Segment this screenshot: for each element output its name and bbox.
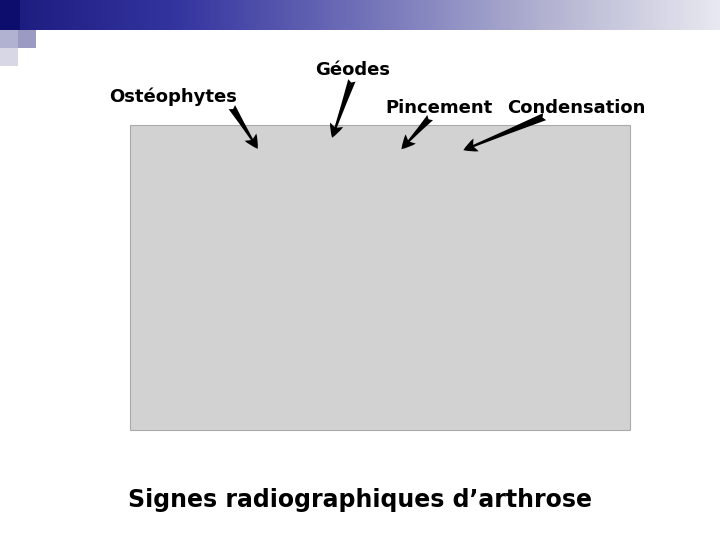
Text: Ostéophytes: Ostéophytes [109,88,237,106]
Text: Géodes: Géodes [315,61,390,79]
Text: Condensation: Condensation [507,99,645,117]
Bar [130,125,630,430]
Text: Pincement: Pincement [386,99,492,117]
Text: Signes radiographiques d’arthrose: Signes radiographiques d’arthrose [128,488,592,511]
Bar [18,30,36,48]
Bar [0,48,18,66]
Bar [0,0,20,30]
Bar [0,30,18,48]
